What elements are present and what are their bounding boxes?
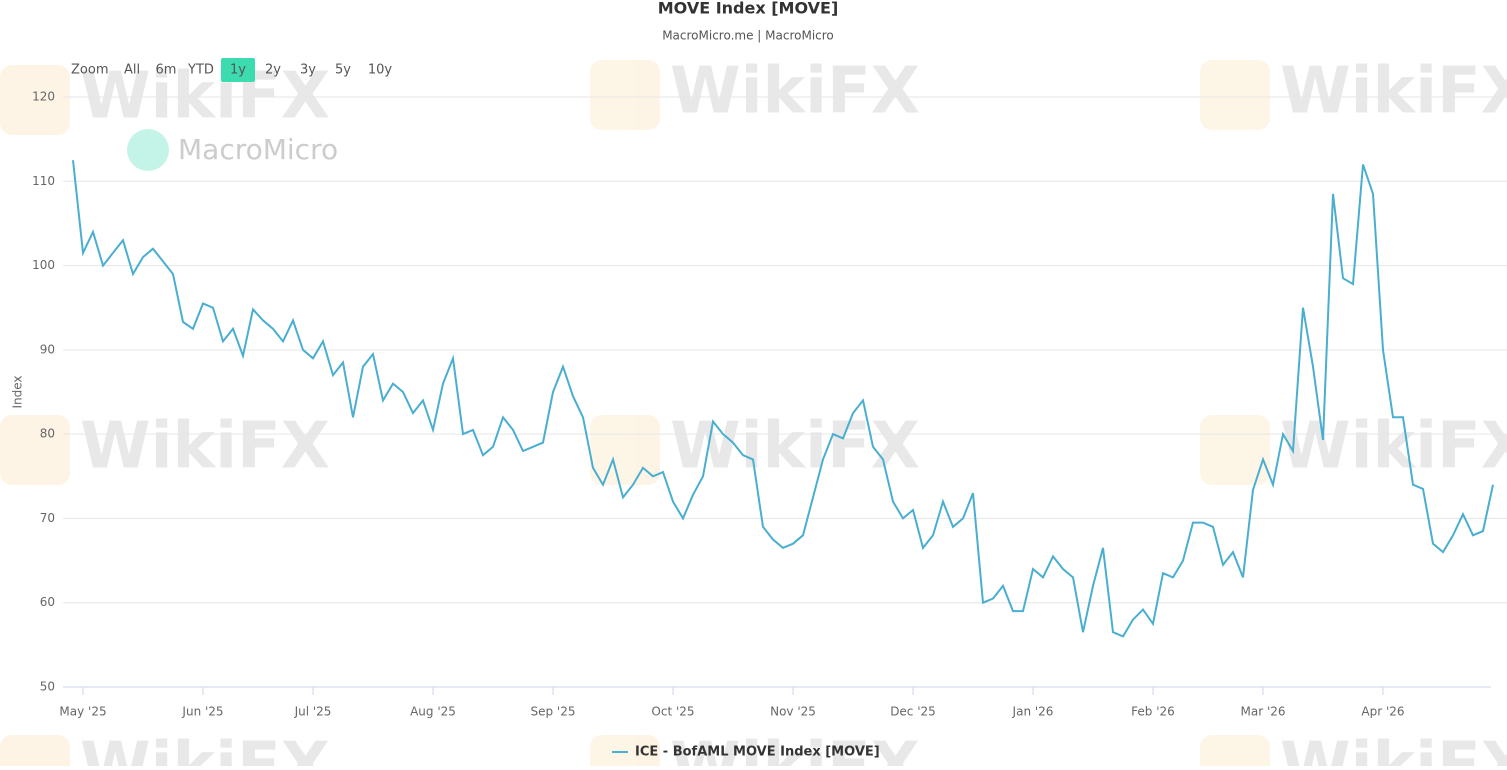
x-tick-label: Nov '25 bbox=[770, 705, 816, 719]
watermark-text: WikiFX bbox=[1280, 730, 1507, 766]
x-tick-label: Sep '25 bbox=[531, 705, 576, 719]
y-tick-label: 80 bbox=[40, 427, 55, 441]
watermark-text: WikiFX bbox=[80, 730, 330, 766]
range-selector-label: Zoom bbox=[71, 63, 108, 78]
chart-subtitle: MacroMicro.me | MacroMicro bbox=[662, 29, 834, 43]
watermark-logo bbox=[0, 65, 70, 135]
x-tick-label: Jun '25 bbox=[181, 705, 223, 719]
range-button[interactable]: 2y bbox=[265, 63, 281, 78]
y-axis-label: Index bbox=[11, 375, 25, 408]
x-tick-label: Oct '25 bbox=[651, 705, 694, 719]
range-button-label[interactable]: All bbox=[124, 63, 140, 78]
x-tick-label: Aug '25 bbox=[410, 705, 456, 719]
x-tick-label: Jan '26 bbox=[1012, 705, 1054, 719]
x-tick-label: Dec '25 bbox=[890, 705, 936, 719]
watermark-text: WikiFX bbox=[670, 55, 920, 129]
watermark-logo bbox=[0, 735, 70, 770]
watermark-text: WikiFX bbox=[670, 410, 920, 484]
watermark-text: WikiFX bbox=[1280, 55, 1507, 129]
range-button[interactable]: 5y bbox=[335, 63, 351, 78]
range-button[interactable]: 3y bbox=[300, 63, 316, 78]
legend-label: ICE - BofAML MOVE Index [MOVE] bbox=[635, 745, 880, 760]
watermarks: WikiFX WikiFX WikiFX WikiFX WikiFX WikiFX Wiki… bbox=[0, 55, 1507, 770]
chart-title: MOVE Index [MOVE] bbox=[658, 0, 839, 18]
watermark-text: MacroMicro bbox=[178, 133, 338, 166]
y-tick-label: 120 bbox=[32, 90, 55, 104]
y-tick-label: 110 bbox=[32, 174, 55, 188]
range-button-label[interactable]: 5y bbox=[335, 63, 351, 78]
range-button[interactable]: All bbox=[124, 63, 140, 78]
watermark-logo bbox=[1200, 735, 1270, 770]
watermark-text: WikiFX bbox=[1280, 410, 1507, 484]
watermark-logo bbox=[127, 129, 169, 171]
range-button-label[interactable]: YTD bbox=[187, 63, 214, 78]
y-tick-label: 50 bbox=[40, 680, 55, 694]
watermark-text: WikiFX bbox=[670, 730, 920, 766]
range-button[interactable]: 10y bbox=[368, 63, 393, 78]
watermark-logo bbox=[0, 415, 70, 485]
watermark-text: WikiFX bbox=[80, 410, 330, 484]
watermark-logo bbox=[1200, 60, 1270, 130]
range-button-label[interactable]: 3y bbox=[300, 63, 316, 78]
y-tick-label: 60 bbox=[40, 595, 55, 609]
range-button-label[interactable]: 10y bbox=[368, 63, 393, 78]
watermark-logo bbox=[590, 60, 660, 130]
range-button[interactable]: YTD bbox=[187, 63, 214, 78]
x-tick-label: Apr '26 bbox=[1361, 705, 1404, 719]
y-tick-label: 90 bbox=[40, 342, 55, 356]
x-tick-label: Mar '26 bbox=[1240, 705, 1285, 719]
range-button[interactable]: 6m bbox=[156, 63, 177, 78]
y-tick-label: 100 bbox=[32, 258, 55, 272]
y-tick-label: 70 bbox=[40, 511, 55, 525]
range-button-bg bbox=[221, 58, 255, 82]
range-button[interactable]: 1y bbox=[221, 58, 255, 82]
x-tick-label: May '25 bbox=[59, 705, 106, 719]
range-button-label[interactable]: 6m bbox=[156, 63, 177, 78]
range-button-label[interactable]: 2y bbox=[265, 63, 281, 78]
x-tick-label: Jul '25 bbox=[294, 705, 332, 719]
range-button-label[interactable]: 1y bbox=[230, 63, 246, 78]
watermark-logo bbox=[1200, 415, 1270, 485]
x-tick-label: Feb '26 bbox=[1131, 705, 1175, 719]
series-line bbox=[72, 160, 1494, 638]
